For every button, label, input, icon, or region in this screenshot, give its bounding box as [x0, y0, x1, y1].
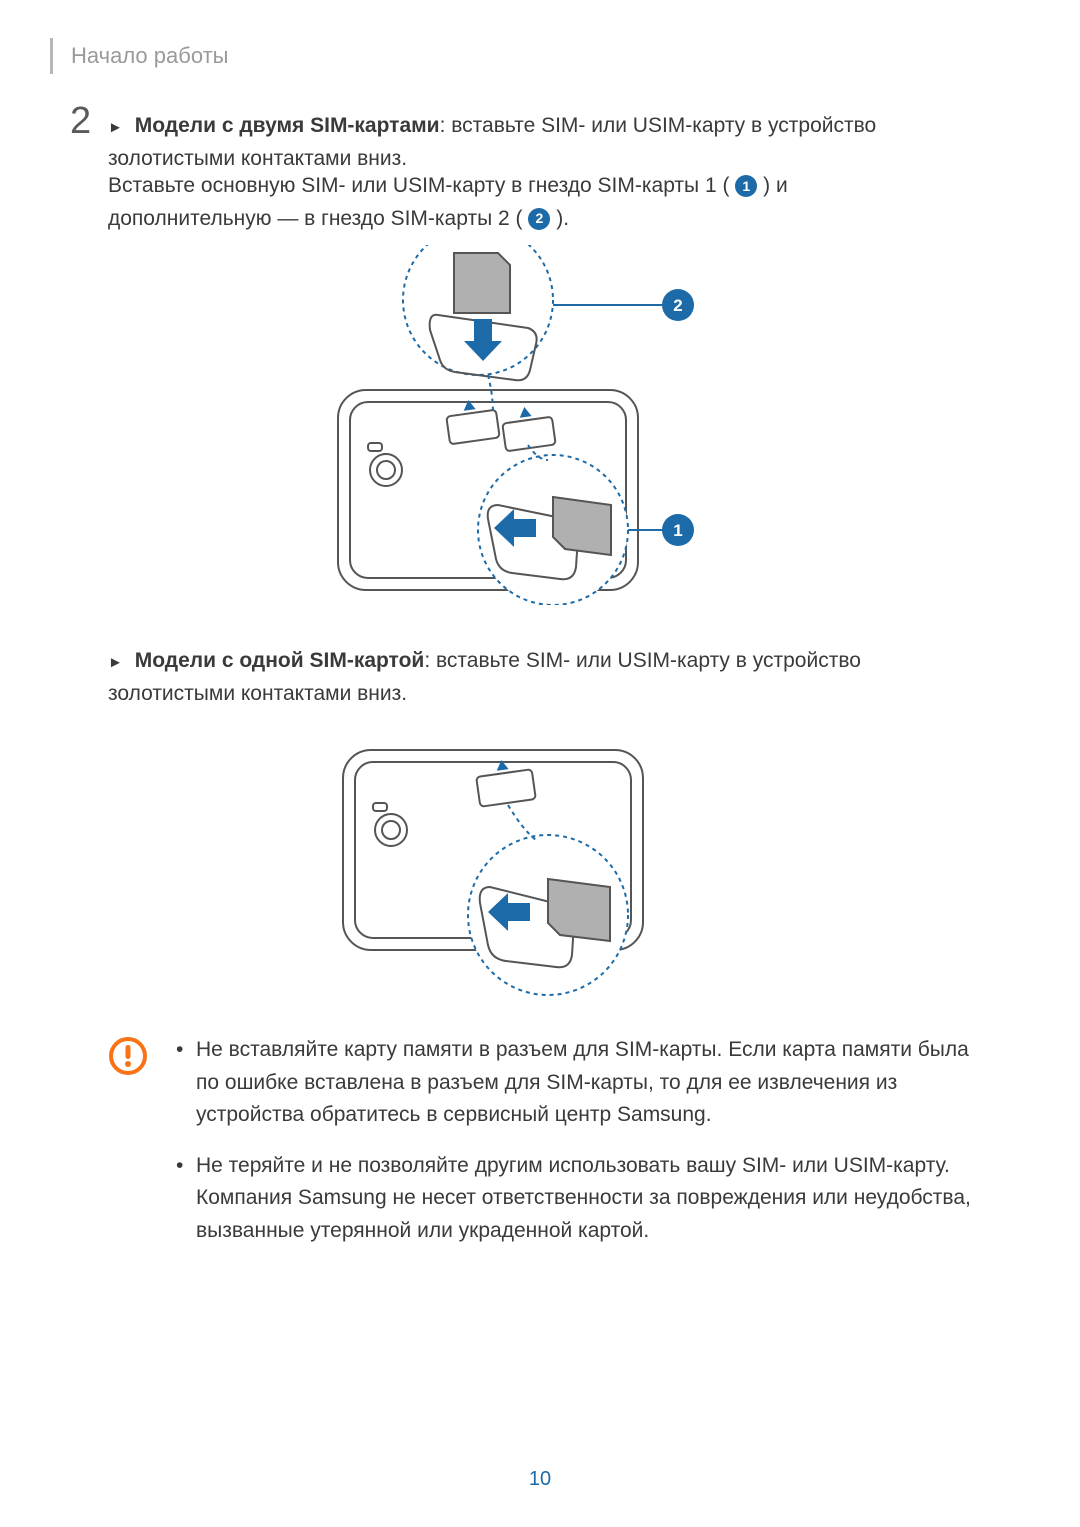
- callout-badge-2: 2: [673, 296, 682, 315]
- slot-text-1: Вставьте основную SIM- или USIM-карту в …: [108, 174, 729, 197]
- caution-list: Не вставляйте карту памяти в разъем для …: [174, 1034, 978, 1265]
- header-text: Начало работы: [71, 43, 228, 69]
- bullet-marker: ►: [108, 116, 123, 139]
- caution-block: Не вставляйте карту памяти в разъем для …: [108, 1034, 978, 1265]
- badge-2-icon: 2: [528, 208, 550, 230]
- caution-icon: [108, 1036, 148, 1081]
- header-bar: [50, 38, 53, 74]
- caution-item: Не вставляйте карту памяти в разъем для …: [174, 1034, 978, 1132]
- caution-item: Не теряйте и не позволяйте другим исполь…: [174, 1150, 978, 1248]
- callout-badge-1: 1: [673, 521, 682, 540]
- page-number: 10: [0, 1468, 1080, 1491]
- single-sim-diagram: [108, 715, 928, 1010]
- single-sim-bold: Модели с одной SIM-картой: [135, 649, 425, 672]
- dual-sim-diagram: 2 1: [108, 245, 928, 605]
- dual-sim-paragraph: ► Модели с двумя SIM-картами: вставьте S…: [108, 110, 918, 175]
- slot-text-3: ).: [556, 207, 569, 230]
- badge-1-icon: 1: [735, 175, 757, 197]
- bullet-marker: ►: [108, 651, 123, 674]
- single-sim-paragraph: ► Модели с одной SIM-картой: вставьте SI…: [108, 645, 918, 710]
- step-number: 2: [70, 100, 91, 143]
- dual-sim-bold: Модели с двумя SIM-картами: [135, 114, 440, 137]
- slot-instruction: Вставьте основную SIM- или USIM-карту в …: [108, 170, 918, 235]
- page-header: Начало работы: [50, 38, 228, 74]
